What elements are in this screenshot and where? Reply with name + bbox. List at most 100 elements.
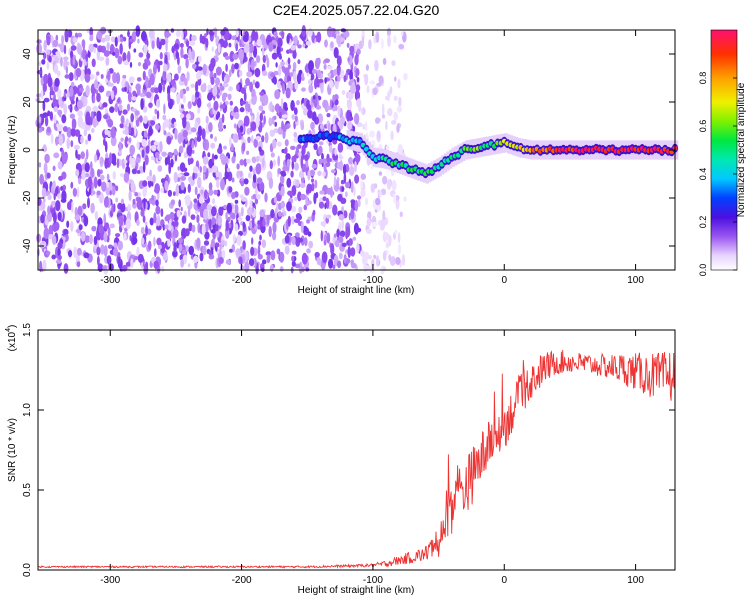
noise-cell <box>250 58 255 71</box>
noise-cell <box>137 192 142 198</box>
noise-cell <box>236 83 240 92</box>
noise-cell <box>173 220 179 227</box>
noise-cell <box>183 172 190 177</box>
noise-cell <box>70 221 74 232</box>
noise-cell <box>37 126 43 133</box>
noise-cell <box>130 113 134 123</box>
noise-cell <box>275 207 278 219</box>
noise-cell <box>213 154 218 160</box>
noise-cell <box>269 101 273 112</box>
noise-cell <box>127 30 130 38</box>
noise-cell <box>239 107 245 113</box>
noise-cell <box>353 113 360 125</box>
noise-cell <box>249 165 253 172</box>
noise-cell <box>360 173 366 180</box>
noise-cell <box>229 248 233 253</box>
noise-cell <box>190 127 197 133</box>
noise-cell <box>332 204 338 216</box>
noise-cell <box>89 26 94 37</box>
noise-cell <box>287 63 291 70</box>
noise-cell <box>397 232 401 244</box>
noise-cell <box>360 249 365 257</box>
noise-cell <box>109 152 113 164</box>
noise-cell <box>154 183 160 194</box>
noise-cell <box>118 215 124 227</box>
noise-cell <box>43 97 50 103</box>
noise-cell <box>254 225 258 231</box>
noise-cell <box>278 53 282 58</box>
noise-cell <box>137 253 144 263</box>
noise-cell <box>165 41 168 52</box>
noise-cell <box>127 104 130 112</box>
noise-cell <box>278 210 282 217</box>
noise-cell <box>397 144 403 156</box>
noise-cell <box>208 250 212 256</box>
noise-cell <box>151 40 155 50</box>
noise-cell <box>287 57 291 65</box>
noise-cell <box>305 40 312 46</box>
figure-title: C2E4.2025.057.22.04.G20 <box>273 2 440 18</box>
noise-cell <box>43 227 49 240</box>
noise-cell <box>77 154 81 161</box>
x-tick-label: 100 <box>627 275 644 286</box>
noise-cell <box>78 177 82 185</box>
noise-cell <box>162 81 165 93</box>
noise-cell <box>224 55 230 61</box>
noise-cell <box>375 255 380 267</box>
noise-cell <box>40 214 45 224</box>
noise-cell <box>261 157 265 168</box>
noise-cell <box>147 240 152 251</box>
noise-cell <box>79 87 84 92</box>
noise-cell <box>328 258 334 269</box>
noise-cell <box>112 51 116 56</box>
noise-cell <box>163 130 167 136</box>
noise-cell <box>130 258 134 269</box>
noise-cell <box>314 251 320 258</box>
noise-cell <box>293 107 298 115</box>
noise-cell <box>307 170 311 181</box>
noise-cell <box>70 99 75 105</box>
noise-cell <box>354 160 357 173</box>
noise-cell <box>320 82 324 94</box>
noise-cell <box>97 45 103 53</box>
noise-cell <box>50 200 57 206</box>
colorbar-tick-label: 0.8 <box>698 72 708 85</box>
noise-cell <box>356 242 360 253</box>
noise-cell <box>43 162 48 174</box>
noise-cell <box>273 115 277 121</box>
noise-cell <box>208 215 213 220</box>
noise-cell <box>96 92 101 103</box>
noise-cell <box>120 198 125 205</box>
noise-cell <box>185 136 188 142</box>
noise-cell <box>195 71 202 80</box>
noise-cell <box>268 117 273 127</box>
noise-cell <box>207 84 212 90</box>
noise-cell <box>225 100 229 106</box>
noise-cell <box>136 198 143 210</box>
noise-cell <box>218 257 224 264</box>
noise-cell <box>277 155 281 167</box>
noise-cell <box>365 64 369 71</box>
noise-cell <box>302 225 308 232</box>
noise-cell <box>124 136 129 148</box>
noise-cell <box>356 48 361 55</box>
noise-cell <box>91 225 97 232</box>
colorbar-axes: 0.0 0.2 0.4 0.6 0.8 <box>698 72 737 276</box>
noise-cell <box>324 39 328 48</box>
noise-cell <box>198 55 202 63</box>
noise-cell <box>133 48 137 53</box>
noise-cell <box>170 158 174 168</box>
noise-cell <box>158 60 163 66</box>
y-tick-label: -40 <box>22 238 33 253</box>
noise-cell <box>36 39 42 44</box>
noise-cell <box>270 250 276 261</box>
noise-cell <box>349 45 355 53</box>
noise-cell <box>212 85 218 97</box>
noise-cell <box>147 79 152 89</box>
noise-cell <box>107 244 113 249</box>
noise-cell <box>247 136 251 143</box>
noise-cell <box>382 210 386 222</box>
noise-cell <box>136 219 140 226</box>
noise-cell <box>85 85 90 97</box>
noise-cell <box>152 64 157 75</box>
